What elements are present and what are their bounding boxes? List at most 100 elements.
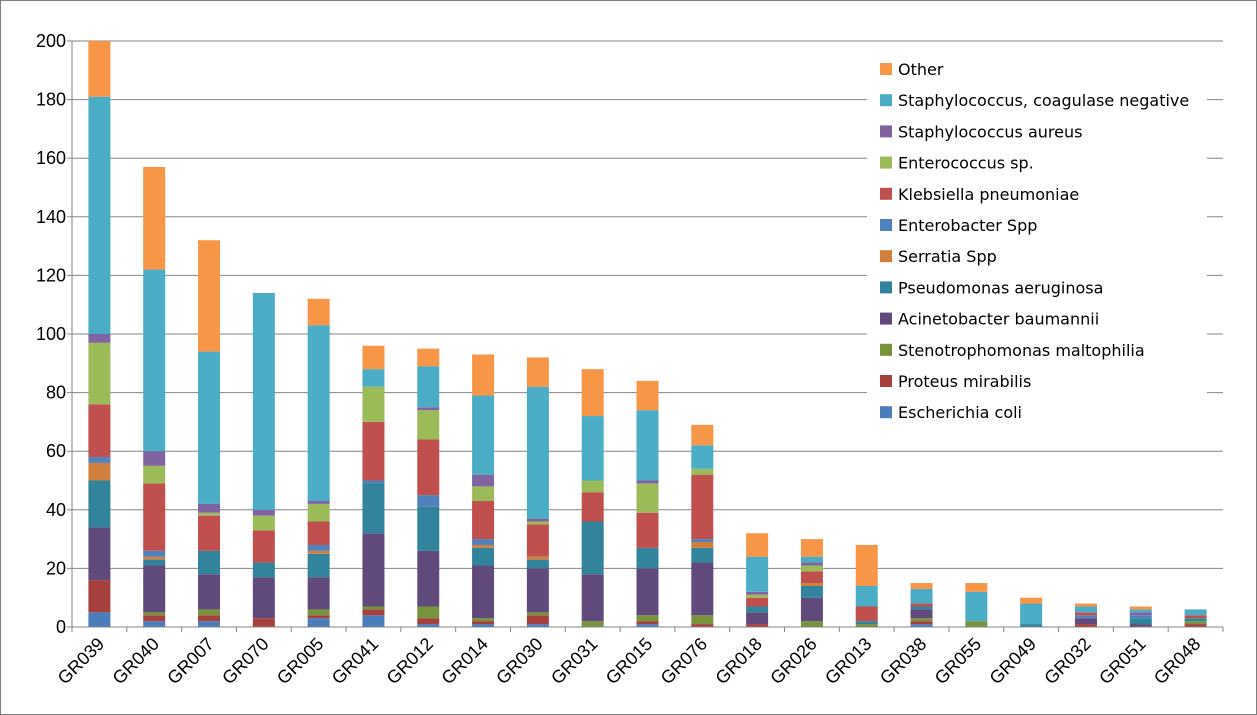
bar-segment xyxy=(472,547,495,566)
bar-segment xyxy=(910,583,933,589)
bar-segment xyxy=(143,550,166,557)
bar-segment xyxy=(1129,615,1152,619)
bar-segment xyxy=(417,618,440,625)
bar-segment xyxy=(472,474,495,487)
bar-segment xyxy=(1129,612,1152,616)
bar-segment xyxy=(362,480,385,484)
bar-segment xyxy=(800,556,823,563)
bar-segment xyxy=(198,240,221,352)
bar-segment xyxy=(526,521,549,525)
legend-label: Other xyxy=(898,60,944,79)
bar-segment xyxy=(691,562,714,616)
legend-swatch xyxy=(880,219,892,231)
bars xyxy=(88,41,1207,627)
bar-segment xyxy=(855,544,878,586)
bar-segment xyxy=(636,512,659,548)
bar-segment xyxy=(581,492,604,522)
legend-swatch xyxy=(880,187,892,200)
bar-segment xyxy=(1129,618,1152,625)
bar-segment xyxy=(307,521,330,545)
legend-label: Pseudomonas aeruginosa xyxy=(898,278,1103,297)
legend-label: Staphylococcus, coagulase negative xyxy=(898,91,1189,110)
legend: Other Staphylococcus, coagulase negative S… xyxy=(867,49,1207,429)
legend-swatch xyxy=(880,94,892,107)
bar-segment xyxy=(636,615,659,622)
y-tick-labels: 0 20 40 60 80 100 120 140 160 180 200 xyxy=(36,31,66,637)
legend-label: Enterococcus sp. xyxy=(898,154,1034,173)
x-tick-label: GR039 xyxy=(54,634,108,688)
y-tick-label: 180 xyxy=(36,90,66,110)
bar-segment xyxy=(526,559,549,569)
bar-segment xyxy=(746,606,769,613)
bar-segment xyxy=(800,585,823,598)
y-tick-label: 80 xyxy=(46,383,66,403)
legend-label: Proteus mirabilis xyxy=(898,372,1031,391)
bar-segment xyxy=(1074,612,1097,616)
legend-label: Stenotrophomonas maltophilia xyxy=(898,341,1145,360)
bar-segment xyxy=(198,515,221,551)
bar-segment xyxy=(965,591,988,622)
bar-segment xyxy=(526,615,549,625)
bar-segment xyxy=(581,621,604,627)
bar-segment xyxy=(1129,606,1152,610)
bar-segment xyxy=(581,574,604,622)
bar-segment xyxy=(362,609,385,616)
bar-segment xyxy=(88,404,111,458)
y-tick-label: 160 xyxy=(36,148,66,168)
x-tick-label: GR076 xyxy=(657,634,711,688)
bar-segment xyxy=(691,445,714,469)
bar-segment xyxy=(143,483,166,551)
bar-segment xyxy=(910,624,933,627)
bar-segment xyxy=(800,562,823,566)
bar-segment xyxy=(581,369,604,417)
bar-segment xyxy=(1184,615,1207,619)
legend-swatch xyxy=(880,125,892,138)
bar-segment xyxy=(417,407,440,411)
bar-segment xyxy=(417,624,440,627)
legend-label: Staphylococcus aureus xyxy=(898,122,1082,141)
bar-segment xyxy=(362,483,385,534)
bar-segment xyxy=(307,325,330,502)
bar-segment xyxy=(252,292,275,510)
bar-segment xyxy=(417,366,440,408)
bar-segment xyxy=(252,618,275,627)
bar-segment xyxy=(143,269,166,452)
bar-segment xyxy=(417,550,440,607)
bar-segment xyxy=(88,457,111,463)
bar-segment xyxy=(198,512,221,516)
axes xyxy=(67,40,1224,632)
bar-segment xyxy=(472,544,495,548)
bar-segment xyxy=(910,603,933,607)
bar-segment xyxy=(965,621,988,627)
y-tick-label: 100 xyxy=(36,324,66,344)
bar-segment xyxy=(472,539,495,545)
bar-segment xyxy=(143,166,166,270)
bar-segment xyxy=(746,591,769,595)
bar-segment xyxy=(198,351,221,504)
bar-segment xyxy=(198,550,221,575)
bar-segment xyxy=(1074,624,1097,627)
legend-swatch xyxy=(880,375,892,387)
legend-swatch xyxy=(880,312,892,325)
legend-swatch xyxy=(880,406,892,419)
bar-segment xyxy=(1184,618,1207,622)
bar-segment xyxy=(88,342,111,405)
bar-segment xyxy=(691,615,714,625)
bar-segment xyxy=(636,480,659,484)
x-tick-label: GR032 xyxy=(1040,634,1094,688)
bar-segment xyxy=(362,386,385,422)
bar-segment xyxy=(746,594,769,598)
bar-segment xyxy=(636,568,659,616)
bar-segment xyxy=(252,515,275,531)
y-tick-label: 0 xyxy=(56,617,66,637)
x-tick-label: GR026 xyxy=(766,634,820,688)
bar-segment xyxy=(800,565,823,572)
legend-label: Escherichia coli xyxy=(898,403,1022,422)
bar-segment xyxy=(746,597,769,607)
bar-segment xyxy=(691,624,714,627)
bar-segment xyxy=(1020,603,1043,625)
bar-segment xyxy=(800,597,823,622)
bar-segment xyxy=(800,583,823,586)
